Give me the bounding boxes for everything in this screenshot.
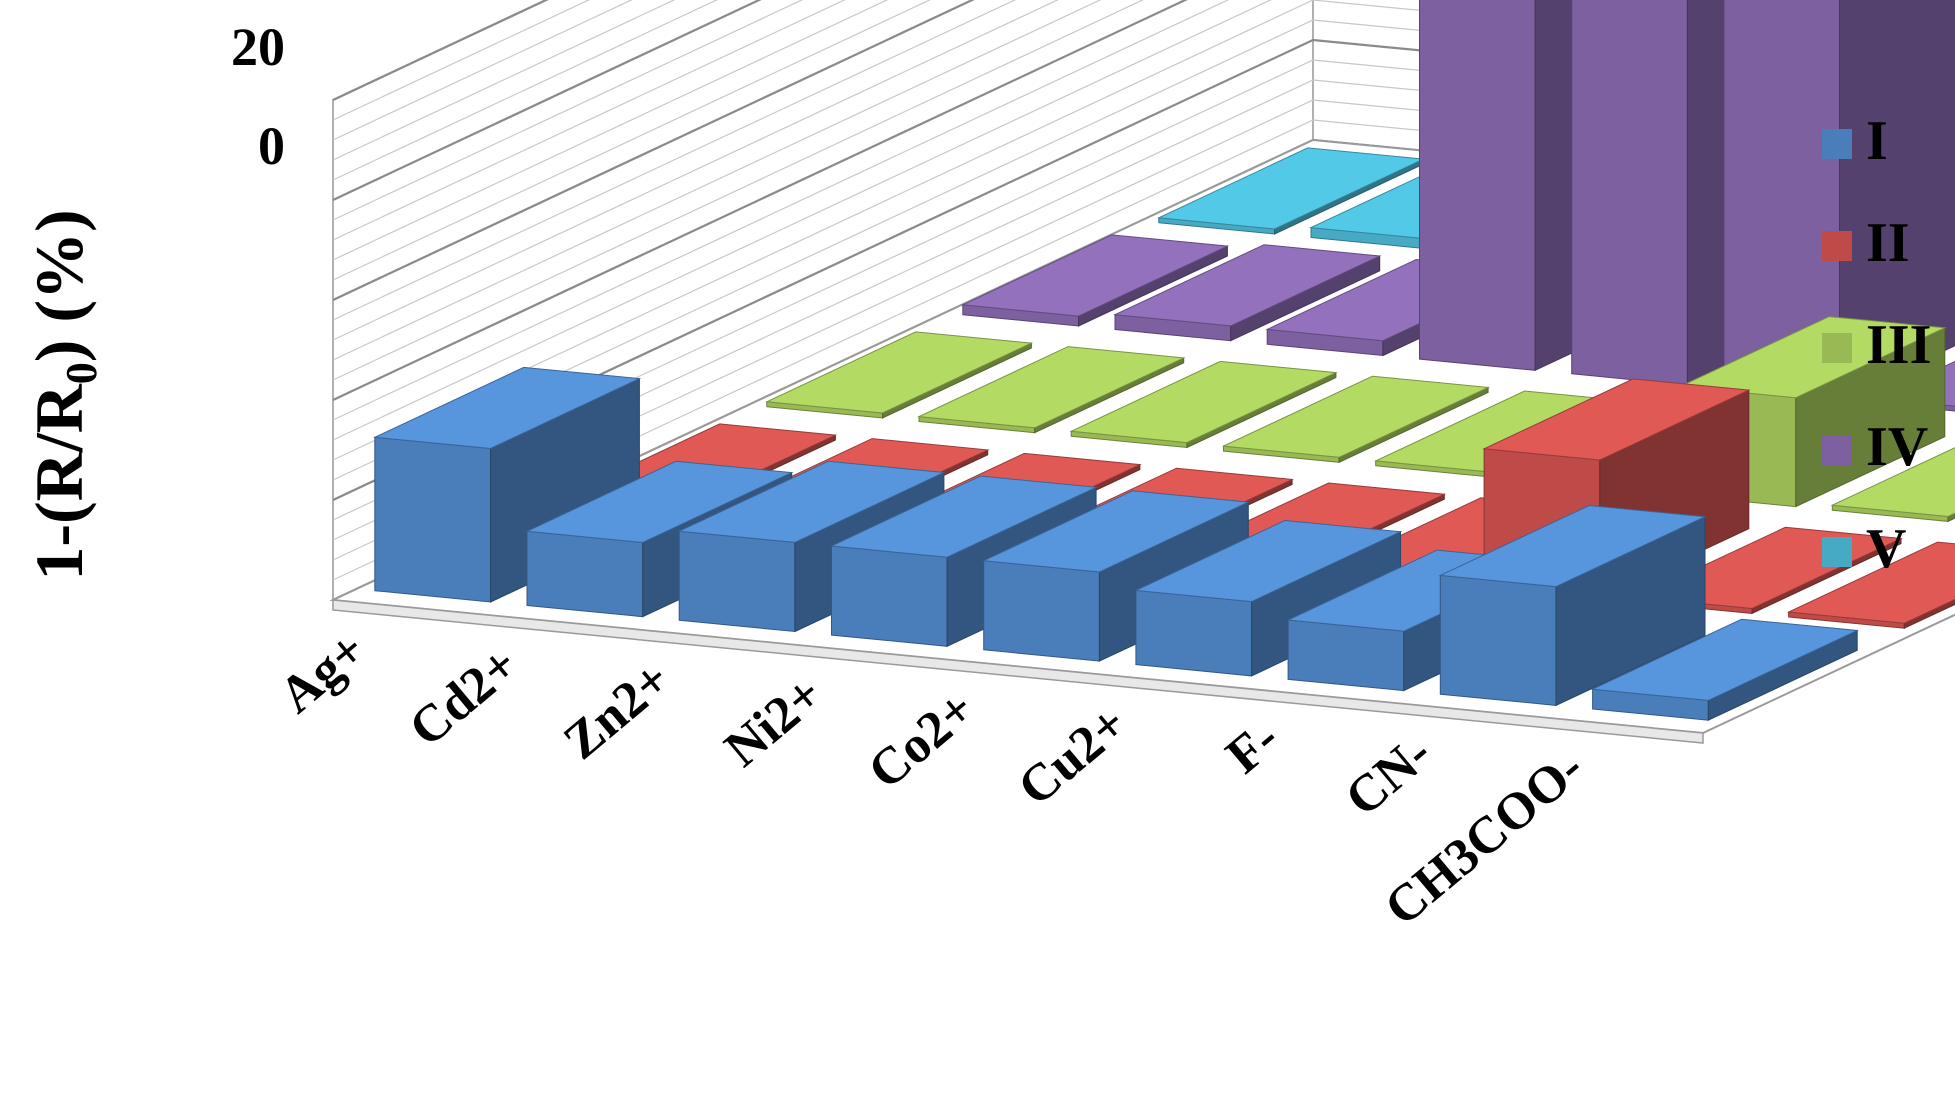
x-tick-label: Co2+ [858,680,986,800]
chart-floor-edge [332,599,1704,744]
gridline [332,0,931,281]
y-axis-label-tail: ) (%) [21,209,97,362]
legend-item: II [1822,212,1910,274]
bar-I-CH3COO- [1590,618,1860,721]
legend-item: V [1822,518,1906,580]
bar-I-CN- [1438,504,1707,707]
legend-label: I [1866,110,1888,172]
x-tick-label: Ag+ [269,621,377,725]
gridline [332,0,1144,381]
bar-top-face [764,331,1034,414]
gridline [332,0,1955,461]
bar-front-face [374,436,491,603]
gridline [332,0,762,201]
bar-III-CN- [1830,447,1955,523]
gridline [332,99,1955,561]
bar-II-CH3COO- [1786,541,1955,629]
gridline [332,0,1102,361]
gridline [332,0,889,261]
x-tick-label: Cd2+ [399,636,529,758]
bar-top-face [960,234,1230,317]
bar-III-Zn2+ [1069,360,1338,449]
y-tick-label: 20 [231,17,285,77]
x-tick-label: Ni2+ [714,665,833,778]
gridline [332,0,718,181]
bar-top-face [917,346,1186,429]
legend-swatch [1822,537,1852,567]
gridline [332,0,1955,441]
bar-top-face [1590,618,1860,701]
bar-top-face [1113,244,1382,327]
y-axis-label-subscript: 0 [57,362,106,384]
bar-top-face [1830,447,1955,518]
legend-swatch [1822,333,1852,363]
bar-III-Cd2+ [917,346,1186,434]
chart-bars [372,0,1955,721]
bar-top-face [1482,378,1751,461]
bar-front-face [1571,0,1688,386]
chart-gridlines [332,0,1955,601]
gridline [332,0,676,161]
legend-item: I [1822,110,1888,172]
legend-item: III [1822,314,1931,376]
bar-top-face [1069,360,1338,444]
y-axis-label: 1-(R/R0) (%) [21,209,106,580]
y-axis-label-main: 1-(R/R [21,383,97,580]
gridline [332,0,1017,321]
bar-front-face [1419,0,1536,371]
x-tick-label: Cu2+ [1008,695,1138,817]
bar-IV-Cu2+ [1723,0,1955,401]
bar-IV-Ag+ [960,234,1230,327]
bar-front-face [678,530,796,633]
gridline [332,59,1955,521]
bar-top-face [1678,316,1947,399]
gridline [332,79,1955,541]
gridline [332,0,804,221]
gridline [332,119,1955,581]
legend-label: II [1866,212,1910,274]
legend-swatch [1822,231,1852,261]
x-tick-label: CN- [1335,724,1442,827]
bar-top-face [1786,541,1955,624]
bar-front-face [1439,574,1557,706]
y-tick-labels: 020406080100 [231,17,285,176]
legend-label: III [1866,314,1931,376]
bar-top-face [677,460,946,543]
bar-top-face [1221,375,1490,458]
bar-top-face [981,490,1251,573]
legend-item: IV [1822,416,1928,478]
bar-side-face [1903,598,1955,629]
gridline [332,38,1955,501]
legend-swatch [1822,129,1852,159]
legend-label: IV [1866,416,1928,478]
bar-top-face [525,460,794,544]
x-tick-label: Zn2+ [553,650,681,770]
bar-top-face [1134,519,1403,603]
bar-front-face [831,545,948,647]
bar-front-face [526,530,644,618]
bar-top-face [829,475,1098,558]
bar-III-Ag+ [764,331,1034,419]
legend-swatch [1822,435,1852,465]
gridline [332,19,1955,481]
bar-front-face [983,560,1100,662]
bar-top-face [372,366,642,450]
bar-front-face [1135,589,1253,677]
y-tick-label: 0 [258,116,285,176]
bar-front-face [1287,619,1405,692]
bar-side-face [1947,512,1955,523]
bar-IV-Cd2+ [1113,244,1382,342]
x-tick-label: F- [1216,710,1290,785]
legend-label: V [1866,518,1906,580]
gridline [332,0,846,241]
gridline [332,0,975,301]
bar-top-face [1438,504,1707,588]
gridline [332,0,1059,341]
bar-III-Ni2+ [1221,375,1490,464]
gridline [332,0,1955,421]
gridline [332,0,1955,401]
